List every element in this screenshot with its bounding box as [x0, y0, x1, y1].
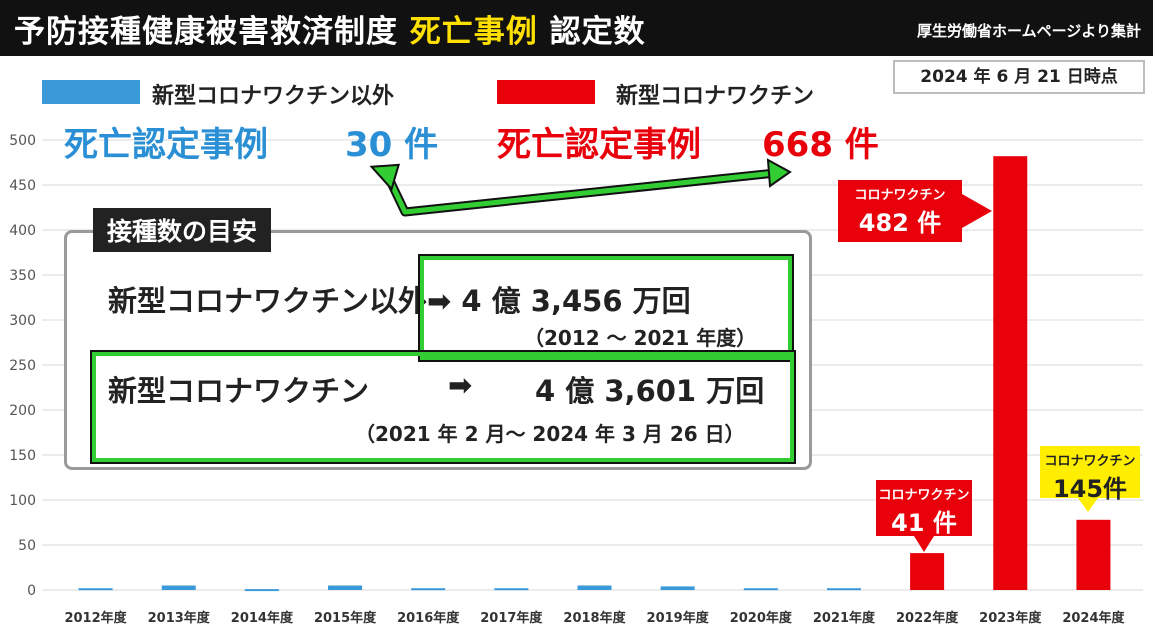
callout-2022-shape	[876, 480, 972, 552]
callout-2022-label: コロナワクチン	[878, 488, 970, 503]
bar-non-covid	[78, 588, 113, 591]
legend-swatch-non-covid	[42, 80, 140, 104]
bar-covid	[993, 156, 1028, 590]
x-axis: 2012年度 2013年度 2014年度 2015年度 2016年度 2017年度 2018…	[64, 610, 1125, 626]
bar-covid	[910, 553, 945, 590]
bar-non-covid	[328, 585, 363, 590]
double-arrow-icon	[369, 158, 792, 217]
callout-2023-value: 482 件	[858, 209, 942, 237]
x-tick-label: 2020年度	[730, 610, 793, 626]
legend-label-non-covid: 新型コロナワクチン以外	[152, 84, 395, 109]
callout-2024-value: 145件	[1052, 475, 1128, 503]
bar-non-covid	[494, 588, 529, 591]
x-tick-label: 2016年度	[397, 610, 460, 626]
bar-non-covid	[411, 588, 446, 591]
y-tick-label: 200	[9, 403, 36, 419]
y-tick-label: 250	[9, 358, 36, 374]
x-tick-label: 2024年度	[1062, 610, 1125, 626]
title-part2: 認定数	[549, 14, 646, 50]
x-tick-label: 2014年度	[231, 610, 294, 626]
covid-dose-arrow: ➡	[448, 368, 473, 402]
legend-swatch-covid	[497, 80, 595, 104]
callout-2024-shape	[1040, 446, 1140, 512]
y-tick-label: 300	[9, 313, 36, 329]
callout-2022: コロナワクチン 41 件	[876, 484, 972, 538]
non-covid-dose-count: 新型コロナワクチン以外➡ 4 億 3,456 万回	[108, 284, 691, 318]
callout-2024-label: コロナワクチン	[1044, 454, 1136, 469]
bar-non-covid	[660, 586, 695, 590]
title-highlight: 死亡事例	[409, 14, 538, 50]
x-tick-label: 2022年度	[896, 610, 959, 626]
highlight-frame-non-covid	[418, 254, 794, 362]
x-tick-label: 2021年度	[813, 610, 876, 626]
vaccination-count-title: 接種数の目安	[93, 208, 272, 252]
non-covid-death-label: 死亡認定事例	[64, 125, 268, 165]
y-tick-label: 0	[27, 583, 36, 599]
x-tick-label: 2012年度	[64, 610, 127, 626]
x-tick-label: 2017年度	[480, 610, 543, 626]
covid-death-label: 死亡認定事例	[497, 125, 701, 165]
callout-2022-value: 41 件	[891, 509, 957, 537]
bar-non-covid	[577, 585, 612, 590]
date-note: 2024 年 6 月 21 日時点	[893, 60, 1145, 94]
x-tick-label: 2015年度	[314, 610, 377, 626]
x-tick-label: 2018年度	[563, 610, 626, 626]
non-covid-dose-period: （2012 ～ 2021 年度）	[524, 326, 757, 350]
bar-covid	[1076, 519, 1111, 590]
title-part1: 予防接種健康被害救済制度	[14, 14, 398, 50]
y-tick-label: 100	[9, 493, 36, 509]
vaccination-count-box	[64, 230, 812, 470]
callout-2023-shape	[838, 180, 992, 242]
source-note: 厚生労働省ホームページより集計	[917, 22, 1141, 40]
chart-title: 予防接種健康被害救済制度 死亡事例 認定数	[14, 6, 646, 51]
legend-label-covid: 新型コロナワクチン	[616, 84, 815, 109]
bar-non-covid	[161, 585, 196, 590]
x-tick-label: 2023年度	[979, 610, 1042, 626]
covid-dose-label: 新型コロナワクチン	[108, 374, 370, 408]
non-covid-death-count: 30 件	[345, 125, 439, 165]
bar-non-covid	[244, 589, 279, 592]
covid-death-count: 668 件	[762, 125, 879, 165]
bars	[78, 156, 1111, 592]
callout-2024: コロナワクチン 145件	[1040, 450, 1140, 504]
y-tick-label: 50	[18, 538, 36, 554]
y-tick-label: 400	[9, 223, 36, 239]
title-bar: 予防接種健康被害救済制度 死亡事例 認定数 厚生労働省ホームページより集計	[0, 0, 1153, 56]
highlight-frame-covid	[90, 350, 796, 464]
y-tick-label: 450	[9, 178, 36, 194]
y-tick-label: 150	[9, 448, 36, 464]
bar-non-covid	[743, 588, 778, 591]
callout-2023: コロナワクチン 482 件	[838, 184, 962, 238]
bar-non-covid	[826, 588, 861, 591]
callout-2023-label: コロナワクチン	[854, 188, 946, 203]
y-tick-label: 500	[9, 133, 36, 149]
covid-dose-period: （2021 年 2 月～ 2024 年 3 月 26 日）	[355, 422, 745, 446]
x-tick-label: 2013年度	[148, 610, 211, 626]
y-tick-label: 350	[9, 268, 36, 284]
covid-dose-count: 4 億 3,601 万回	[535, 374, 765, 408]
x-tick-label: 2019年度	[647, 610, 710, 626]
y-axis: 0 50 100 150 200 250 300 350 400 450 500	[9, 133, 36, 599]
